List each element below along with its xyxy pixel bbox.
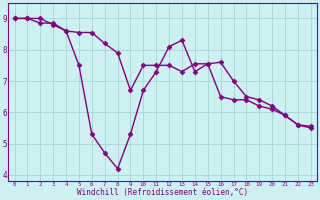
X-axis label: Windchill (Refroidissement éolien,°C): Windchill (Refroidissement éolien,°C) (77, 188, 248, 197)
